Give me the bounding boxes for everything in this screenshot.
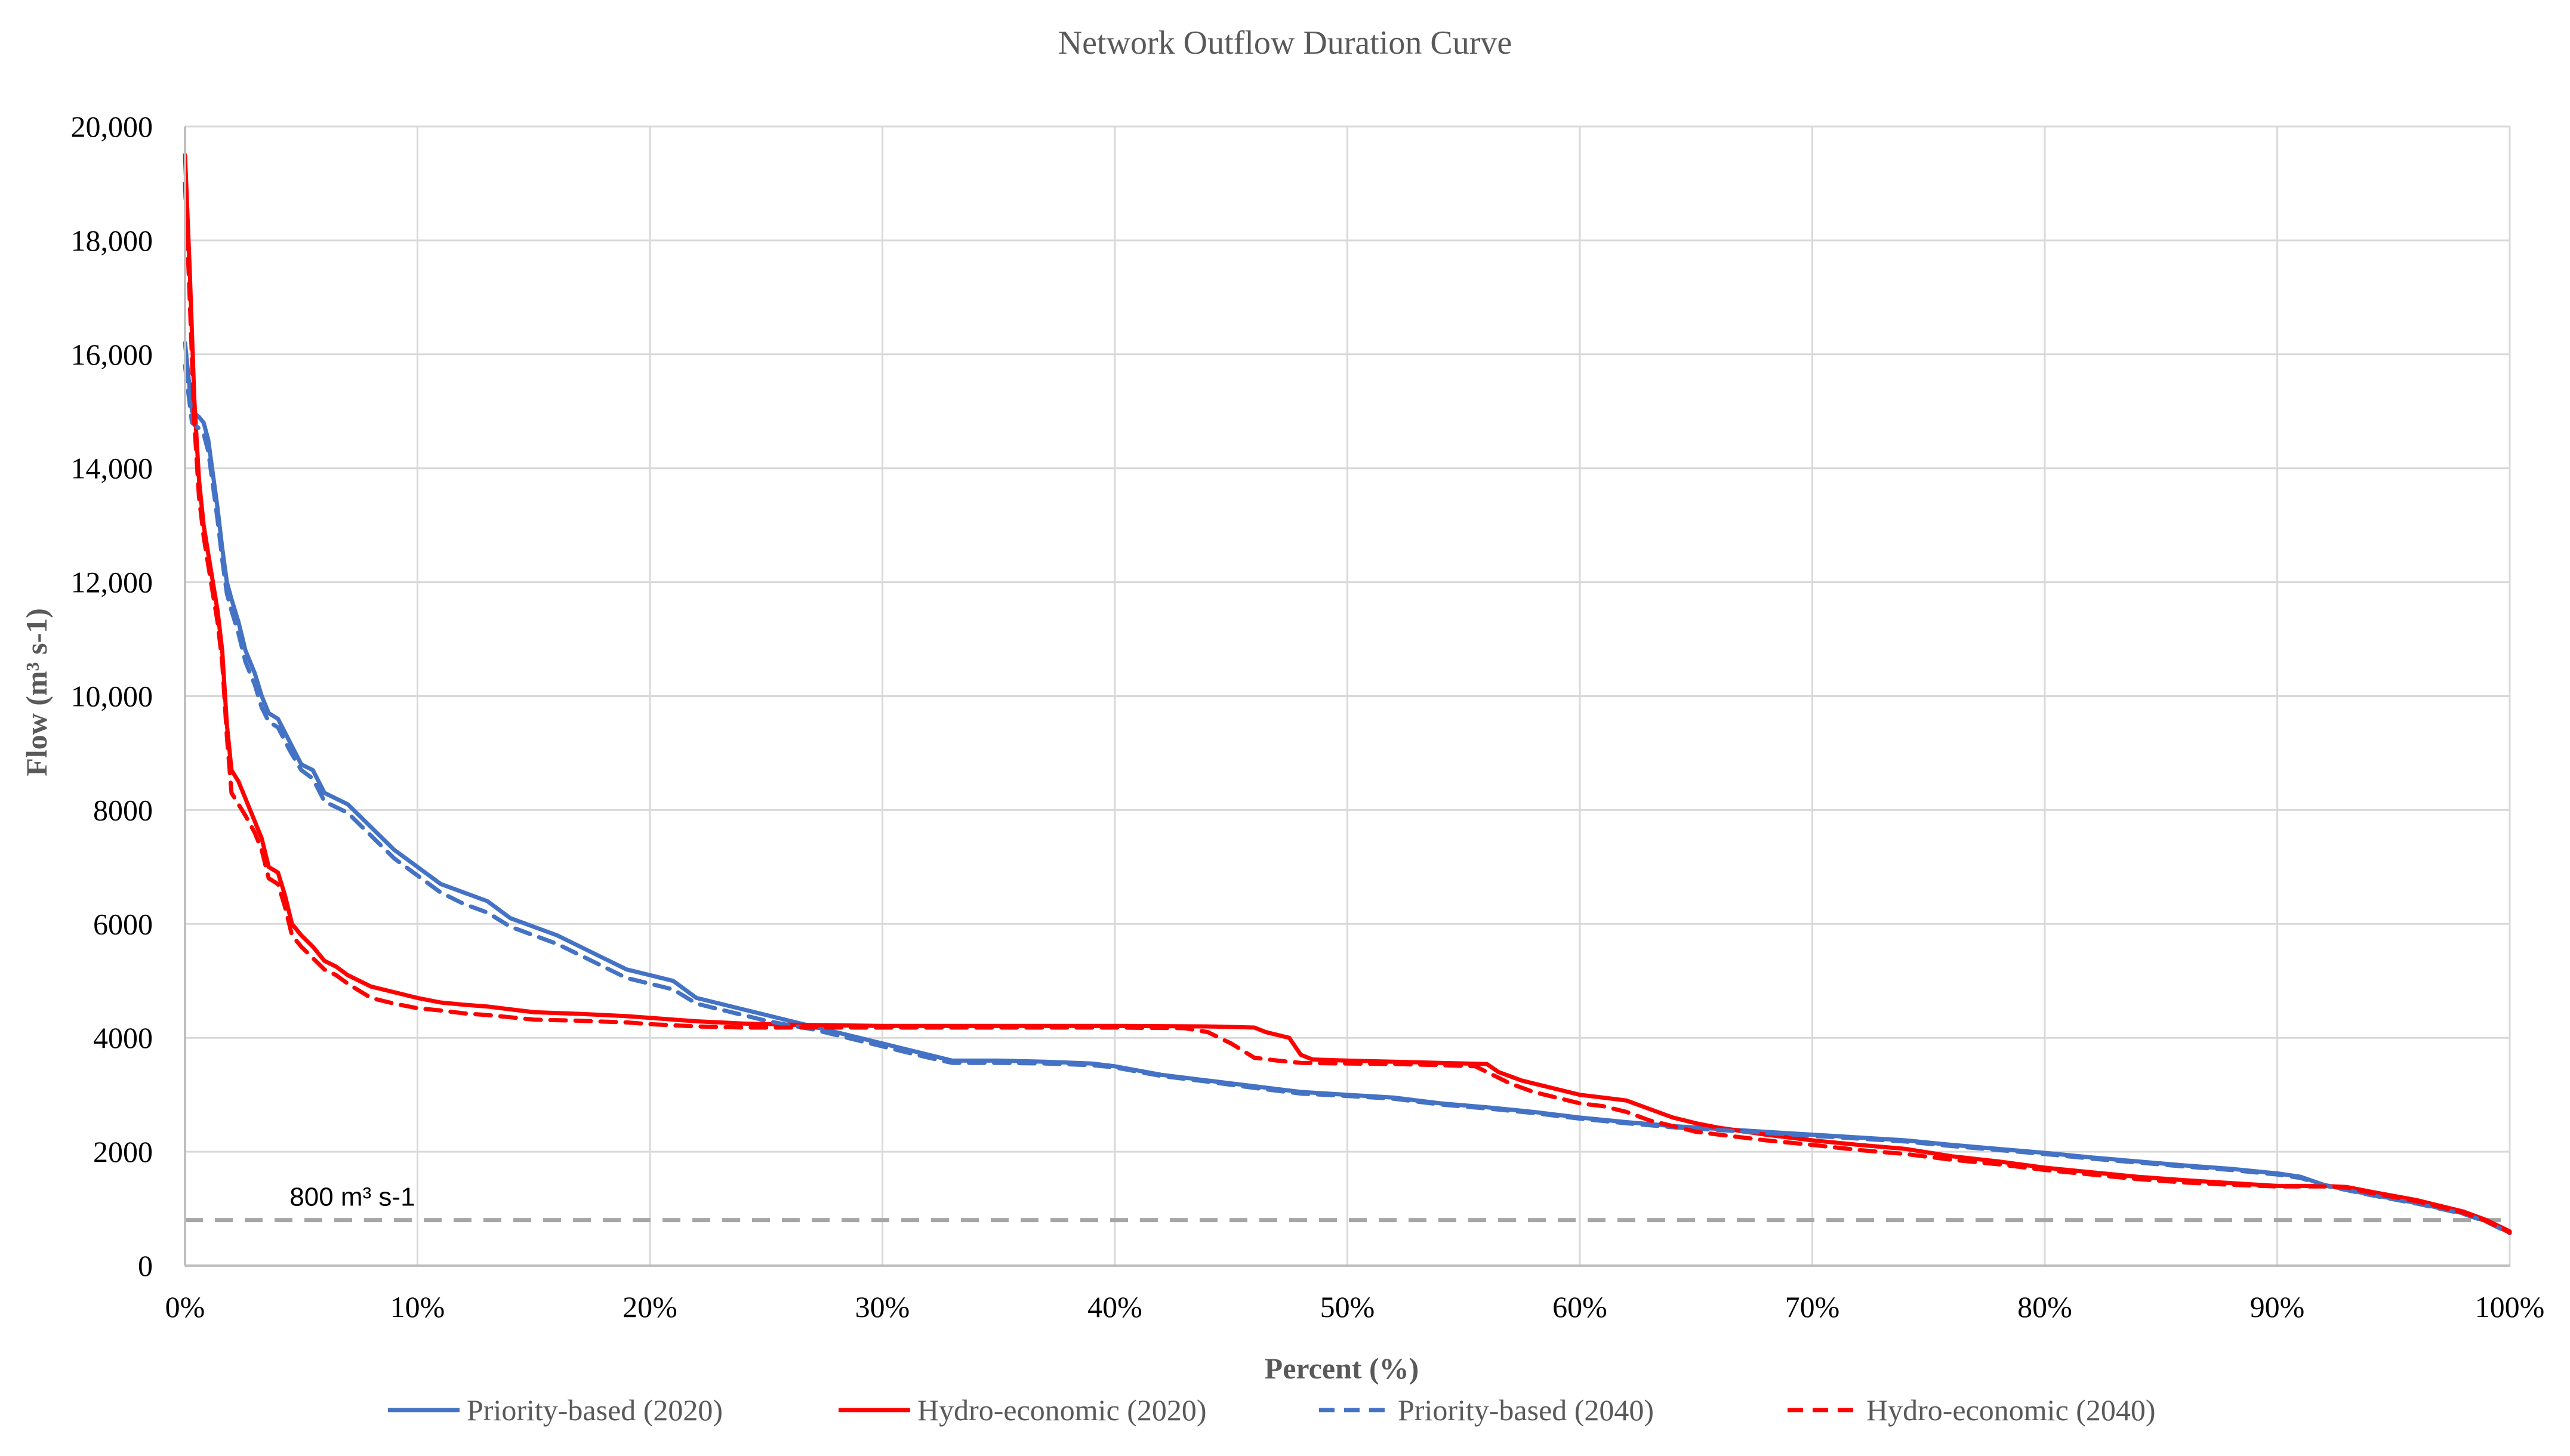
y-tick-label-10: 20,000 xyxy=(71,110,153,143)
y-tick-label-8: 16,000 xyxy=(71,338,153,371)
legend-label-hydro-economic-2020: Hydro-economic (2020) xyxy=(917,1393,1207,1427)
x-tick-label-1: 10% xyxy=(390,1290,445,1324)
x-tick-label-9: 90% xyxy=(2250,1290,2305,1324)
x-tick-label-7: 70% xyxy=(1785,1290,1840,1324)
threshold-line-group: 800 m³ s-1 xyxy=(185,1183,2510,1223)
series-lines xyxy=(183,153,2512,1236)
chart-title: Network Outflow Duration Curve xyxy=(1058,24,1512,61)
x-tick-label-3: 30% xyxy=(855,1290,910,1324)
y-tick-labels: 0 2000 4000 6000 8000 10,000 12,000 14,000 16,00… xyxy=(71,110,153,1282)
y-tick-label-6: 12,000 xyxy=(71,566,153,599)
y-tick-label-0: 0 xyxy=(138,1249,153,1282)
series-line-priority-based-2040 xyxy=(183,363,2512,1236)
x-tick-label-0: 0% xyxy=(165,1290,205,1324)
x-tick-label-5: 50% xyxy=(1320,1290,1375,1324)
x-tick-label-2: 20% xyxy=(623,1290,677,1324)
y-axis-label: Flow (m³ s-1) xyxy=(20,608,53,776)
legend-label-priority-based-2020: Priority-based (2020) xyxy=(467,1393,723,1427)
x-tick-labels: 0% 10% 20% 30% 40% 50% 60% 70% 80% 90% 100% xyxy=(165,1290,2545,1324)
y-tick-label-7: 14,000 xyxy=(71,452,153,485)
x-tick-label-10: 100% xyxy=(2475,1290,2545,1324)
x-tick-label-6: 60% xyxy=(1552,1290,1607,1324)
y-tick-label-4: 8000 xyxy=(93,793,153,826)
legend-label-priority-based-2040: Priority-based (2040) xyxy=(1398,1393,1654,1427)
x-tick-label-4: 40% xyxy=(1087,1290,1142,1324)
threshold-label: 800 m³ s-1 xyxy=(289,1183,415,1212)
y-tick-label-3: 6000 xyxy=(93,907,153,940)
legend-label-hydro-economic-2040: Hydro-economic (2040) xyxy=(1866,1393,2156,1427)
y-tick-label-5: 10,000 xyxy=(71,680,153,713)
y-tick-label-2: 4000 xyxy=(93,1021,153,1054)
legend: Priority-based (2020) Hydro-economic (202… xyxy=(388,1393,2156,1427)
y-tick-label-1: 2000 xyxy=(93,1135,153,1168)
axes xyxy=(184,127,2510,1267)
x-axis-label: Percent (%) xyxy=(1265,1352,1419,1385)
series-line-hydro-economic-2040 xyxy=(183,181,2512,1235)
series-line-hydro-economic-2020 xyxy=(183,153,2512,1234)
x-tick-label-8: 80% xyxy=(2017,1290,2072,1324)
y-tick-label-9: 18,000 xyxy=(71,224,153,257)
